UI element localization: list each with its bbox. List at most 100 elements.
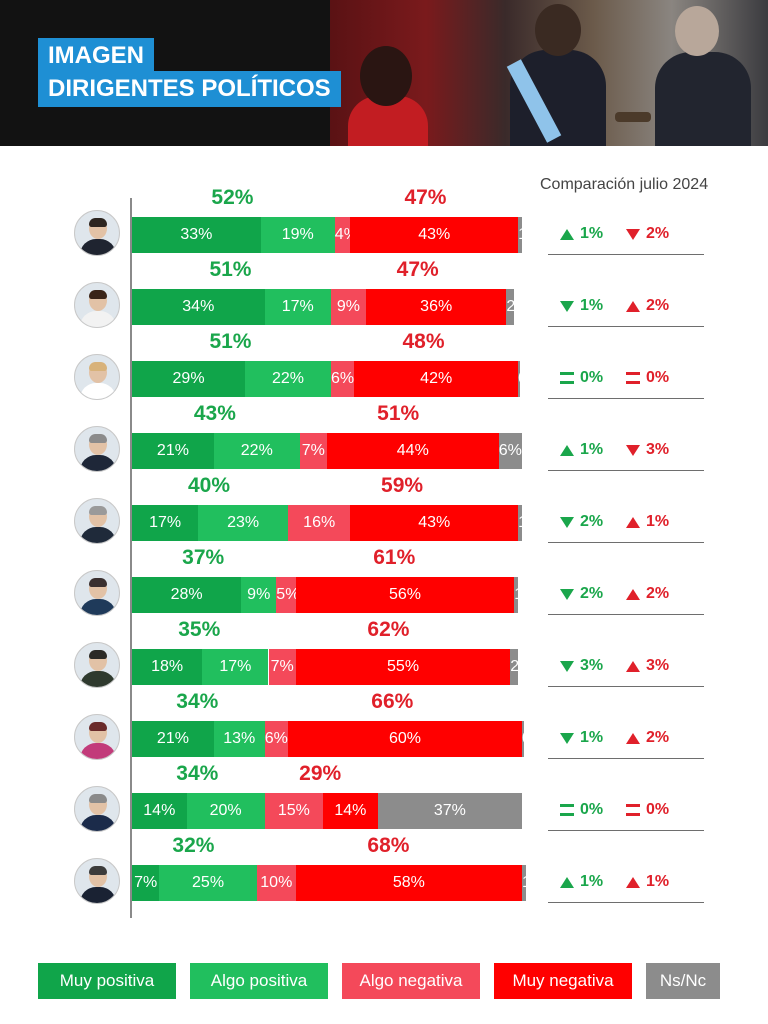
equals-icon <box>560 372 574 384</box>
triangle-up-icon <box>560 444 574 456</box>
total-negative-label: 59% <box>381 474 424 497</box>
legend-item-algo-positiva: Algo positiva <box>190 963 328 999</box>
avatar-hair <box>89 218 107 227</box>
chart-row: 28% 9% 5% 56% 1% 37% 61% 2% 2% <box>0 546 768 632</box>
equals-icon <box>626 804 640 816</box>
triangle-up-icon <box>560 228 574 240</box>
total-positive-label: 43% <box>193 402 236 425</box>
bar-segment-label: 22% <box>271 370 304 387</box>
avatar-body <box>80 887 116 903</box>
comparison-value: 0% <box>646 369 670 386</box>
triangle-down-icon <box>626 228 640 240</box>
chart-row: 14% 20% 15% 14% 37% 34% 29% 0% 0% <box>0 762 768 848</box>
photo-baton <box>615 112 651 122</box>
total-positive-label: 34% <box>176 690 219 713</box>
politician-avatar <box>74 426 120 472</box>
bar-segment-muy-positiva: 18% <box>132 649 203 685</box>
bar-segment-muy-positiva: 21% <box>132 433 214 469</box>
triangle-down-icon <box>560 300 574 312</box>
avatar-body <box>80 311 116 327</box>
bar-segment-algo-positiva: 25% <box>159 865 257 901</box>
bar-segment-label: 37% <box>433 802 466 819</box>
politician-avatar <box>74 498 120 544</box>
avatar-hair <box>89 506 107 515</box>
comparison-cell: 1% 2% <box>548 293 704 327</box>
bar-segment-label: 28% <box>170 586 203 603</box>
total-positive-label: 35% <box>178 618 221 641</box>
bar-segment-label: 17% <box>219 658 252 675</box>
comparison-positive: 1% <box>560 729 603 753</box>
total-negative-label: 68% <box>367 834 410 857</box>
legend-item-ns-nc: Ns/Nc <box>646 963 720 999</box>
comparison-value: 1% <box>580 873 604 890</box>
avatar-hair <box>89 866 107 875</box>
comparison-cell: 1% 3% <box>548 437 704 471</box>
bar-segment-algo-negativa: 6% <box>330 361 355 397</box>
bar-segment-muy-negativa: 60% <box>288 721 522 757</box>
bar-segment-label: 6% <box>264 730 288 747</box>
triangle-down-icon <box>560 588 574 600</box>
triangle-up-icon <box>626 300 640 312</box>
bar-segment-algo-negativa: 4% <box>334 217 351 253</box>
bar-segment-label: 7% <box>270 658 294 675</box>
bar-segment-ns-nc: 2% <box>510 649 519 685</box>
avatar-hair <box>89 650 107 659</box>
avatar-body <box>80 455 116 471</box>
bar-segment-ns-nc: 1% <box>518 217 522 253</box>
total-negative-label: 51% <box>377 402 420 425</box>
bar-segment-muy-negativa: 36% <box>366 289 507 325</box>
avatar-body <box>80 815 116 831</box>
bar-segment-algo-positiva: 9% <box>241 577 277 613</box>
comparison-value: 0% <box>580 801 604 818</box>
bar-segment-label: 19% <box>281 226 314 243</box>
bar-segment-muy-negativa: 42% <box>354 361 519 397</box>
bar-segment-label: 13% <box>223 730 256 747</box>
total-negative-label: 61% <box>373 546 416 569</box>
legend: Muy positiva Algo positiva Algo negativa Mu… <box>38 963 728 999</box>
avatar-hair <box>89 578 107 587</box>
politician-avatar <box>74 210 120 256</box>
bar-segment-label: 7% <box>134 874 158 891</box>
bar-segment-algo-negativa: 15% <box>264 793 324 829</box>
bar-segment-label: 20% <box>209 802 242 819</box>
chart-row: 7% 25% 10% 58% 1% 32% 68% 1% 1% <box>0 834 768 920</box>
bar-segment-muy-negativa: 44% <box>327 433 499 469</box>
bar-segment-ns-nc: 1% <box>514 577 519 613</box>
bar-segment-ns-nc: 1% <box>518 505 522 541</box>
comparison-positive: 1% <box>560 441 603 465</box>
comparison-negative: 0% <box>626 801 669 825</box>
politician-avatar <box>74 282 120 328</box>
bar-segment-label: 9% <box>247 586 271 603</box>
comparison-cell: 0% 0% <box>548 365 704 399</box>
chart-row: 18% 17% 7% 55% 2% 35% 62% 3% 3% <box>0 618 768 704</box>
bar-segment-label: 21% <box>156 442 189 459</box>
comparison-positive: 2% <box>560 585 603 609</box>
triangle-down-icon <box>560 660 574 672</box>
bar-segment-muy-negativa: 55% <box>295 649 511 685</box>
bar-segment-label: 34% <box>182 298 215 315</box>
comparison-cell: 2% 1% <box>548 509 704 543</box>
politician-avatar <box>74 642 120 688</box>
bar-segment-ns-nc: 2% <box>506 289 515 325</box>
bar-segment-algo-negativa: 10% <box>256 865 296 901</box>
chart-row: 29% 22% 6% 42% 0% 51% 48% 0% 0% <box>0 330 768 416</box>
bar-segment-label: 42% <box>420 370 453 387</box>
bar-segment-label: 33% <box>180 226 213 243</box>
bar-segment-label: 17% <box>281 298 314 315</box>
bar-segment-label: 43% <box>418 514 451 531</box>
chart-row: 17% 23% 16% 43% 1% 40% 59% 2% 1% <box>0 474 768 560</box>
comparison-value: 3% <box>646 441 670 458</box>
total-positive-label: 32% <box>172 834 215 857</box>
equals-icon <box>560 804 574 816</box>
comparison-value: 2% <box>646 297 670 314</box>
comparison-value: 2% <box>580 513 604 530</box>
comparison-negative: 3% <box>626 441 669 465</box>
comparison-negative: 1% <box>626 513 669 537</box>
header-photo <box>330 0 768 146</box>
bar-segment-label: 21% <box>156 730 189 747</box>
comparison-cell: 1% 2% <box>548 725 704 759</box>
bar-segment-algo-negativa: 16% <box>288 505 351 541</box>
bar-segment-muy-positiva: 14% <box>132 793 187 829</box>
comparison-positive: 3% <box>560 657 603 681</box>
bar-segment-label: 36% <box>420 298 453 315</box>
